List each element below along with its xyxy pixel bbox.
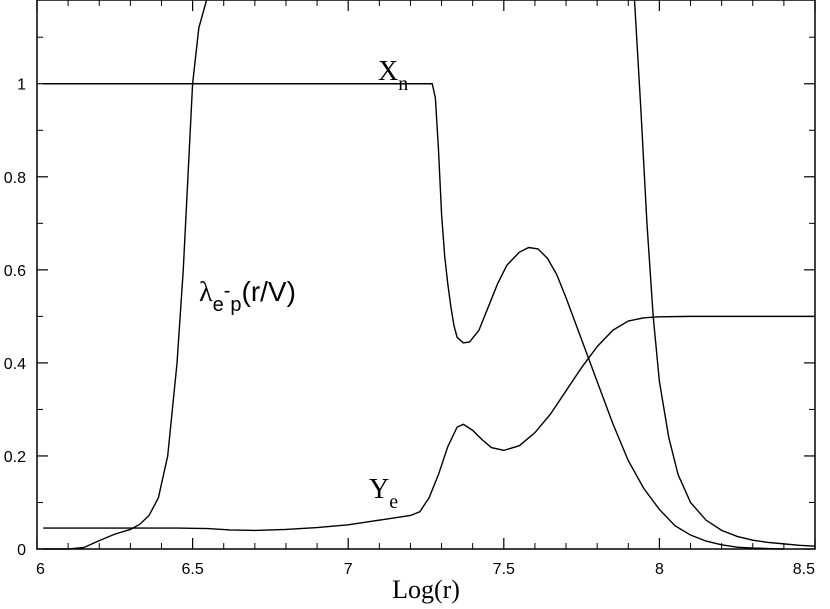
annotation-lambda-tail: (r/V) [242,276,296,307]
y-tick-label: 0 [17,542,26,559]
x-axis: 6 6.5 7 7.5 8 8.5 [36,0,816,578]
annotation-xn-sub: n [398,73,408,95]
annotation-ye-sub: e [389,491,398,513]
y-axis: 0 0.2 0.4 0.6 0.8 1 [4,36,815,559]
series-line-xn [43,83,784,550]
x-tick-label: 8.5 [793,561,815,578]
annotation-lambda-main: λ [199,277,213,308]
x-tick-label: 7 [344,561,353,578]
y-tick-label: 1 [17,77,26,94]
y-tick-label: 0.4 [4,356,26,373]
x-tick-label: 7.5 [493,561,515,578]
x-tick-label: 8 [655,561,664,578]
series-line-ye [43,315,815,532]
annotation-lambda: λe-p(r/V) [199,276,296,316]
series-line-lambda [43,0,208,550]
y-tick-label: 0.6 [4,263,26,280]
annotation-lambda-sup: - [224,280,231,302]
annotation-xn-main: X [378,56,398,87]
annotation-lambda-sub: e [213,294,224,316]
x-tick-label: 6 [36,561,45,578]
annotation-ye: Ye [369,474,398,513]
annotation-lambda-sub2: p [230,294,241,316]
series-group [43,0,816,550]
y-tick-label: 0.2 [4,449,26,466]
series-line-lambda-right [633,0,816,547]
annotation-xn: Xn [378,56,408,95]
annotation-ye-main: Y [369,474,389,505]
x-axis-title: Log(r) [392,575,460,604]
y-tick-label: 0.8 [4,170,26,187]
x-tick-label: 6.5 [181,561,203,578]
plot-frame [36,0,816,550]
